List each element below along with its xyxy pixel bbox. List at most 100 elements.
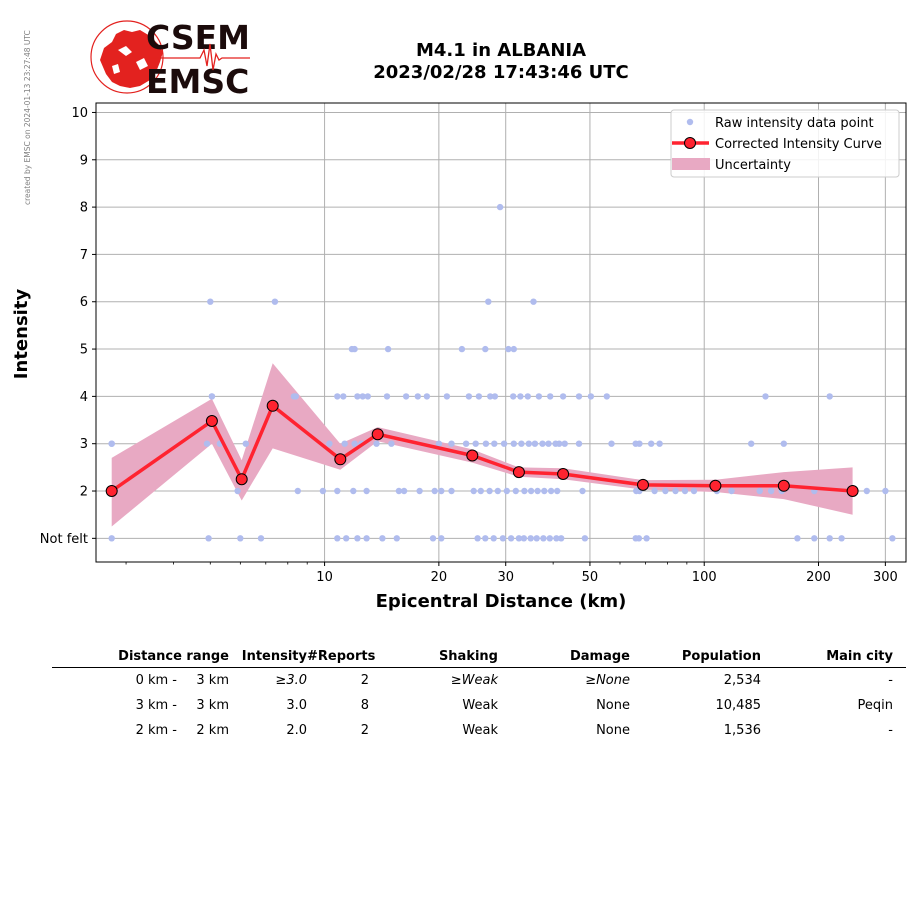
logo-seismogram-line — [146, 43, 250, 71]
raw-data-point — [510, 393, 517, 400]
cell-distance-range: 0 km - 3 km — [52, 673, 229, 688]
raw-data-point — [575, 440, 583, 447]
raw-data-point — [535, 393, 543, 400]
curve-point — [105, 485, 118, 497]
y-axis-label: Intensity — [11, 289, 32, 380]
cell-reports: 2 — [360, 673, 369, 688]
logo-map-gaps — [112, 46, 148, 74]
legend-band-label: Uncertainty — [715, 158, 791, 173]
x-tick-label: 10 — [316, 570, 333, 585]
x-tick-label: 50 — [582, 570, 599, 585]
raw-data-point — [257, 535, 265, 542]
y-tick-label: 10 — [71, 106, 88, 121]
raw-data-point — [359, 393, 366, 400]
raw-data-point — [458, 345, 466, 353]
logo-line1: CSEM — [146, 18, 250, 57]
raw-data-point — [603, 393, 610, 400]
raw-data-point — [363, 535, 370, 542]
raw-data-point — [608, 440, 615, 447]
header-shaking: Shaking — [438, 649, 498, 664]
raw-data-point — [203, 440, 211, 447]
raw-data-point — [505, 345, 512, 353]
raw-data-point — [340, 393, 347, 400]
raw-data-point — [431, 487, 438, 495]
table-row: 2 km - 2 km 2.0 2 Weak None 1,536 - — [52, 718, 906, 743]
raw-data-point — [510, 440, 517, 447]
raw-data-point — [423, 393, 431, 400]
raw-data-point — [643, 535, 650, 542]
raw-data-point — [470, 487, 477, 495]
curve-point — [205, 415, 218, 427]
curve-point — [466, 449, 479, 462]
y-tick-label: 6 — [80, 295, 88, 310]
logo-globe-ring — [90, 20, 164, 94]
chart-title-line2: 2023/02/28 17:43:46 UTC — [373, 62, 629, 83]
raw-data-point — [575, 393, 583, 400]
raw-data-point — [319, 487, 327, 495]
curve-point — [235, 473, 248, 486]
cell-main-city: - — [888, 723, 893, 738]
raw-data-point — [662, 487, 669, 495]
raw-data-point — [794, 535, 801, 542]
table-row: 0 km - 3 km ≥3.0 2 ≥Weak ≥None 2,534 - — [52, 668, 906, 693]
curve-point — [334, 453, 347, 466]
y-tick-label: 2 — [80, 485, 88, 500]
raw-points-layer — [108, 203, 896, 542]
raw-data-point — [364, 393, 371, 400]
raw-data-point — [520, 535, 528, 542]
raw-data-point — [326, 440, 333, 447]
cell-reports: 8 — [360, 698, 369, 713]
y-tick-label: 5 — [80, 343, 88, 358]
cell-range-to: 2 km — [196, 723, 229, 738]
raw-data-point — [530, 298, 537, 305]
raw-data-point — [491, 440, 498, 447]
raw-data-point — [517, 393, 524, 400]
corrected-curve-layer — [105, 399, 859, 497]
raw-data-point — [490, 535, 497, 542]
raw-data-point — [499, 535, 507, 542]
cell-main-city: - — [888, 673, 893, 688]
raw-data-point — [748, 440, 755, 447]
raw-data-point — [443, 393, 451, 400]
raw-data-point — [510, 345, 517, 353]
x-tick-label: 100 — [692, 570, 717, 585]
raw-data-point — [521, 487, 528, 495]
raw-data-point — [477, 487, 484, 495]
curve-point — [709, 479, 722, 492]
y-tick-label: Not felt — [40, 532, 88, 547]
cell-population: 10,485 — [715, 698, 762, 713]
table-row: 3 km - 3 km 3.0 8 Weak None 10,485 Peqin — [52, 693, 906, 718]
raw-data-point — [472, 440, 479, 447]
cell-intensity: 3.0 — [286, 698, 307, 713]
raw-data-point — [547, 393, 554, 400]
curve-point — [637, 478, 649, 491]
raw-data-point — [482, 535, 489, 542]
legend-curve-label: Corrected Intensity Curve — [715, 137, 882, 152]
raw-data-point — [503, 487, 510, 495]
cell-range-from: 0 km - — [135, 673, 177, 688]
raw-data-point — [474, 535, 481, 542]
raw-data-point — [507, 535, 515, 542]
raw-data-point — [651, 487, 658, 495]
logo-europe-map — [100, 30, 163, 88]
cell-shaking: Weak — [462, 723, 498, 738]
raw-data-point — [767, 487, 775, 495]
cell-reports: 2 — [360, 723, 369, 738]
raw-data-point — [553, 535, 560, 542]
x-tick-label: 20 — [431, 570, 448, 585]
raw-data-point — [271, 298, 279, 305]
raw-data-point — [527, 535, 534, 542]
raw-data-point — [242, 440, 249, 447]
chart-title-line1: M4.1 in ALBANIA — [416, 40, 586, 61]
legend-box — [670, 109, 900, 178]
y-tick-label: 8 — [80, 201, 88, 216]
raw-data-point — [540, 535, 547, 542]
header-damage: Damage — [569, 649, 630, 664]
cell-main-city: Peqin — [857, 698, 893, 713]
raw-data-point — [485, 298, 492, 305]
header-population: Population — [681, 649, 761, 664]
raw-data-point — [556, 440, 563, 447]
legend-raw-marker — [686, 118, 694, 126]
raw-data-point — [672, 487, 679, 495]
raw-data-point — [400, 487, 408, 495]
